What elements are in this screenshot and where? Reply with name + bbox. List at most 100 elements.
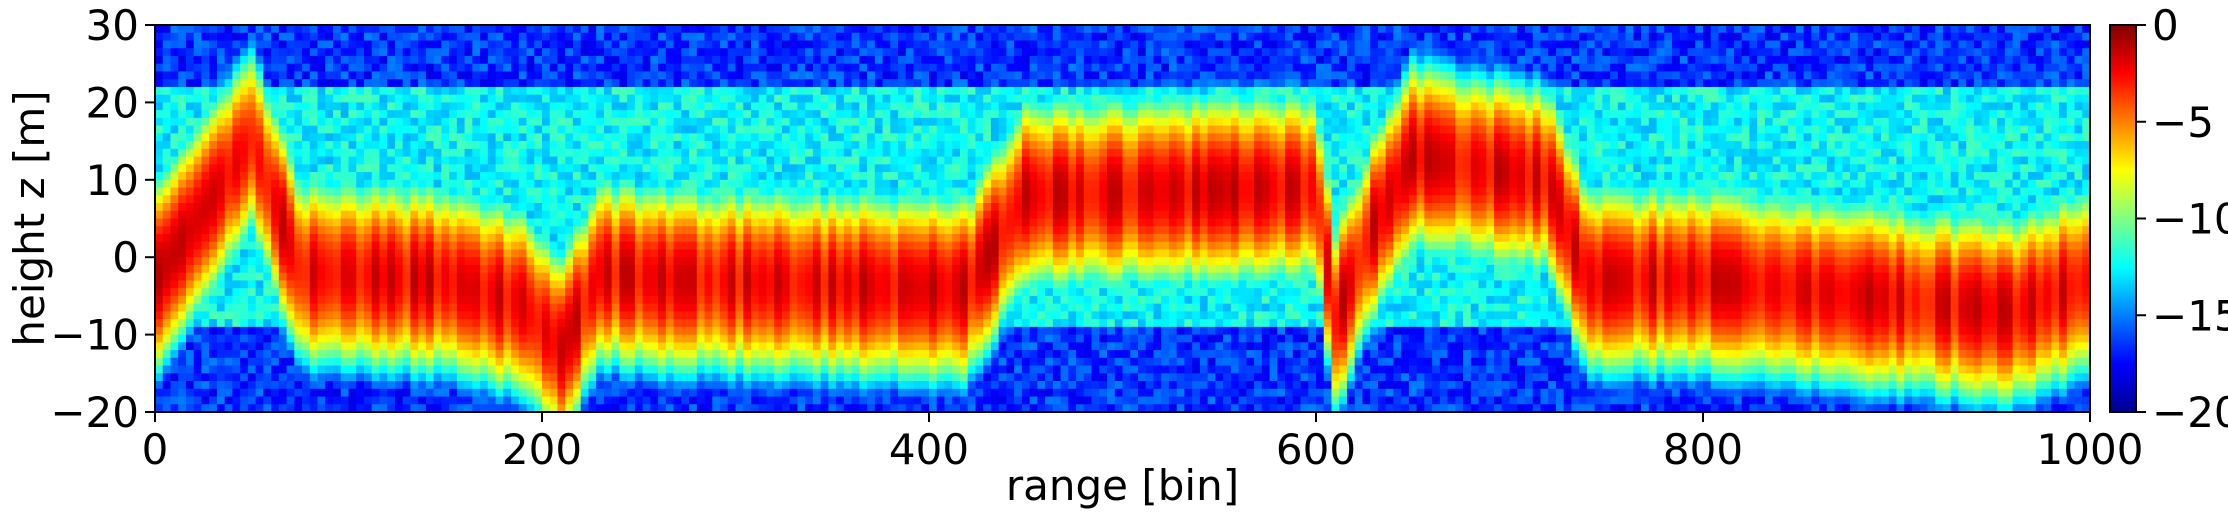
heatmap-cell — [612, 172, 620, 180]
heatmap-cell — [875, 288, 883, 296]
heatmap-cell — [658, 118, 666, 126]
heatmap-cell — [859, 366, 867, 374]
heatmap-cell — [333, 110, 341, 118]
heatmap-cell — [557, 118, 565, 126]
heatmap-cell — [828, 257, 836, 265]
heatmap-cell — [256, 64, 264, 72]
heatmap-cell — [743, 304, 751, 312]
heatmap-cell — [434, 397, 442, 405]
heatmap-cell — [782, 188, 790, 196]
heatmap-cell — [712, 327, 720, 335]
heatmap-cell — [774, 304, 782, 312]
heatmap-cell — [852, 195, 860, 203]
heatmap-cell — [294, 381, 302, 389]
heatmap-cell — [836, 164, 844, 172]
heatmap-cell — [372, 389, 380, 397]
heatmap-cell — [697, 164, 705, 172]
heatmap-cell — [418, 149, 426, 157]
heatmap-cell — [627, 335, 635, 343]
heatmap-cell — [604, 350, 612, 358]
heatmap-cell — [263, 33, 271, 41]
heatmap-cell — [588, 257, 596, 265]
heatmap-cell — [914, 327, 922, 335]
heatmap-cell — [550, 180, 558, 188]
heatmap-cell — [527, 373, 535, 381]
heatmap-cell — [666, 342, 674, 350]
heatmap-cell — [875, 126, 883, 134]
heatmap-cell — [681, 40, 689, 48]
heatmap-cell — [434, 242, 442, 250]
heatmap-cell — [217, 87, 225, 95]
heatmap-cell — [163, 110, 171, 118]
heatmap-cell — [821, 288, 829, 296]
heatmap-cell — [480, 203, 488, 211]
heatmap-cell — [774, 211, 782, 219]
heatmap-cell — [898, 280, 906, 288]
heatmap-cell — [403, 327, 411, 335]
heatmap-cell — [681, 311, 689, 319]
heatmap-cell — [449, 373, 457, 381]
heatmap-cell — [813, 87, 821, 95]
heatmap-cell — [194, 126, 202, 134]
heatmap-cell — [883, 188, 891, 196]
heatmap-cell — [550, 342, 558, 350]
heatmap-cell — [457, 381, 465, 389]
heatmap-cell — [155, 203, 163, 211]
heatmap-cell — [681, 149, 689, 157]
heatmap-cell — [240, 304, 248, 312]
heatmap-cell — [465, 195, 473, 203]
heatmap-cell — [209, 157, 217, 165]
heatmap-cell — [287, 40, 295, 48]
heatmap-cell — [263, 203, 271, 211]
heatmap-cell — [395, 33, 403, 41]
heatmap-cell — [356, 234, 364, 242]
heatmap-cell — [333, 273, 341, 281]
heatmap-cell — [379, 311, 387, 319]
heatmap-cell — [341, 40, 349, 48]
heatmap-cell — [302, 172, 310, 180]
heatmap-cell — [890, 265, 898, 273]
heatmap-cell — [163, 71, 171, 79]
heatmap-cell — [643, 249, 651, 257]
heatmap-cell — [178, 87, 186, 95]
heatmap-cell — [743, 25, 751, 33]
heatmap-cell — [496, 366, 504, 374]
heatmap-cell — [867, 195, 875, 203]
heatmap-cell — [232, 265, 240, 273]
heatmap-cell — [310, 64, 318, 72]
heatmap-cell — [736, 242, 744, 250]
heatmap-cell — [511, 257, 519, 265]
heatmap-cell — [496, 350, 504, 358]
heatmap-cell — [883, 397, 891, 405]
heatmap-cell — [426, 56, 434, 64]
heatmap-cell — [527, 397, 535, 405]
heatmap-cell — [488, 311, 496, 319]
heatmap-cell — [170, 56, 178, 64]
heatmap-cell — [573, 257, 581, 265]
heatmap-cell — [225, 381, 233, 389]
heatmap-cell — [503, 242, 511, 250]
heatmap-cell — [434, 87, 442, 95]
heatmap-cell — [488, 211, 496, 219]
heatmap-cell — [279, 280, 287, 288]
heatmap-cell — [271, 164, 279, 172]
heatmap-cell — [852, 296, 860, 304]
heatmap-cell — [240, 350, 248, 358]
heatmap-cell — [844, 304, 852, 312]
heatmap-cell — [209, 172, 217, 180]
heatmap-cell — [782, 389, 790, 397]
heatmap-cell — [674, 311, 682, 319]
heatmap-cell — [170, 397, 178, 405]
heatmap-cell — [650, 79, 658, 87]
heatmap-cell — [759, 226, 767, 234]
heatmap-cell — [310, 79, 318, 87]
heatmap-cell — [828, 311, 836, 319]
heatmap-cell — [627, 25, 635, 33]
heatmap-cell — [836, 211, 844, 219]
heatmap-cell — [209, 141, 217, 149]
heatmap-cell — [263, 141, 271, 149]
heatmap-cell — [612, 211, 620, 219]
heatmap-cell — [805, 234, 813, 242]
heatmap-cell — [441, 71, 449, 79]
heatmap-cell — [194, 358, 202, 366]
